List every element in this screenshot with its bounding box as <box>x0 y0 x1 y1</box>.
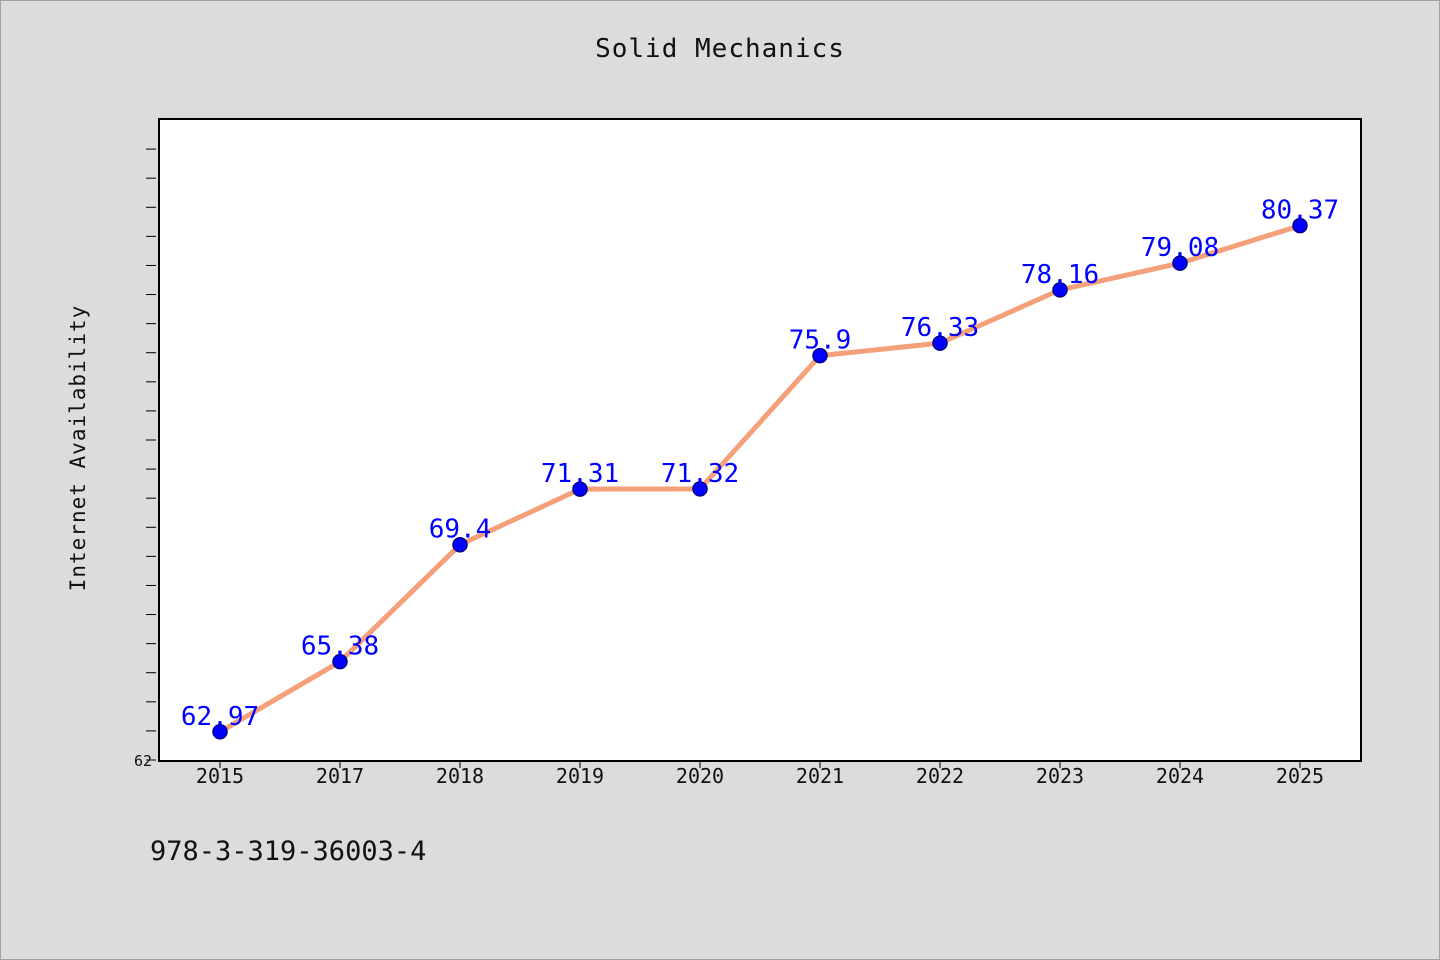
x-tick-label: 2023 <box>1036 764 1084 788</box>
data-point <box>932 335 948 351</box>
x-tick-label: 2025 <box>1276 764 1324 788</box>
data-label: 62.97 <box>181 702 259 732</box>
data-point <box>812 347 828 364</box>
data-point <box>452 536 468 553</box>
x-axis-ticks: 2015 2017 2018 2019 2020 2021 2022 2023 2024 2025 <box>196 760 1324 788</box>
data-point <box>572 481 588 497</box>
plot-area <box>158 118 1362 762</box>
data-label: 69.4 <box>429 515 492 545</box>
y-axis-ticks: 62 <box>134 148 156 770</box>
data-labels: 62.97 65.38 69.4 71.31 71.32 75.9 76.33 78.16 79… <box>181 196 1339 732</box>
data-label: 75.9 <box>789 326 852 356</box>
data-point <box>332 653 348 670</box>
data-label: 78.16 <box>1021 260 1099 290</box>
x-tick-label: 2022 <box>916 764 964 788</box>
data-label: 65.38 <box>301 632 379 662</box>
data-point <box>1172 255 1188 271</box>
chart-title: Solid Mechanics <box>595 34 845 64</box>
data-label: 80.37 <box>1261 196 1339 226</box>
x-tick-label: 2020 <box>676 764 724 788</box>
data-label: 79.08 <box>1141 233 1219 263</box>
x-tick-label: 2019 <box>556 764 604 788</box>
x-tick-label: 2015 <box>196 764 244 788</box>
data-point <box>212 724 228 740</box>
y-tick-label: 62 <box>134 752 152 770</box>
x-tick-label: 2021 <box>796 764 844 788</box>
data-point <box>1052 282 1068 298</box>
isbn-text: 978-3-319-36003-4 <box>150 836 427 867</box>
x-tick-label: 2018 <box>436 764 484 788</box>
x-tick-label: 2024 <box>1156 764 1204 788</box>
series-markers <box>212 217 1308 740</box>
data-label: 76.33 <box>901 313 979 343</box>
data-label: 71.32 <box>661 459 739 489</box>
data-point <box>692 481 708 497</box>
series-line <box>217 223 1303 735</box>
data-point <box>1292 217 1308 234</box>
data-label: 71.31 <box>541 459 619 489</box>
x-tick-label: 2017 <box>316 764 364 788</box>
